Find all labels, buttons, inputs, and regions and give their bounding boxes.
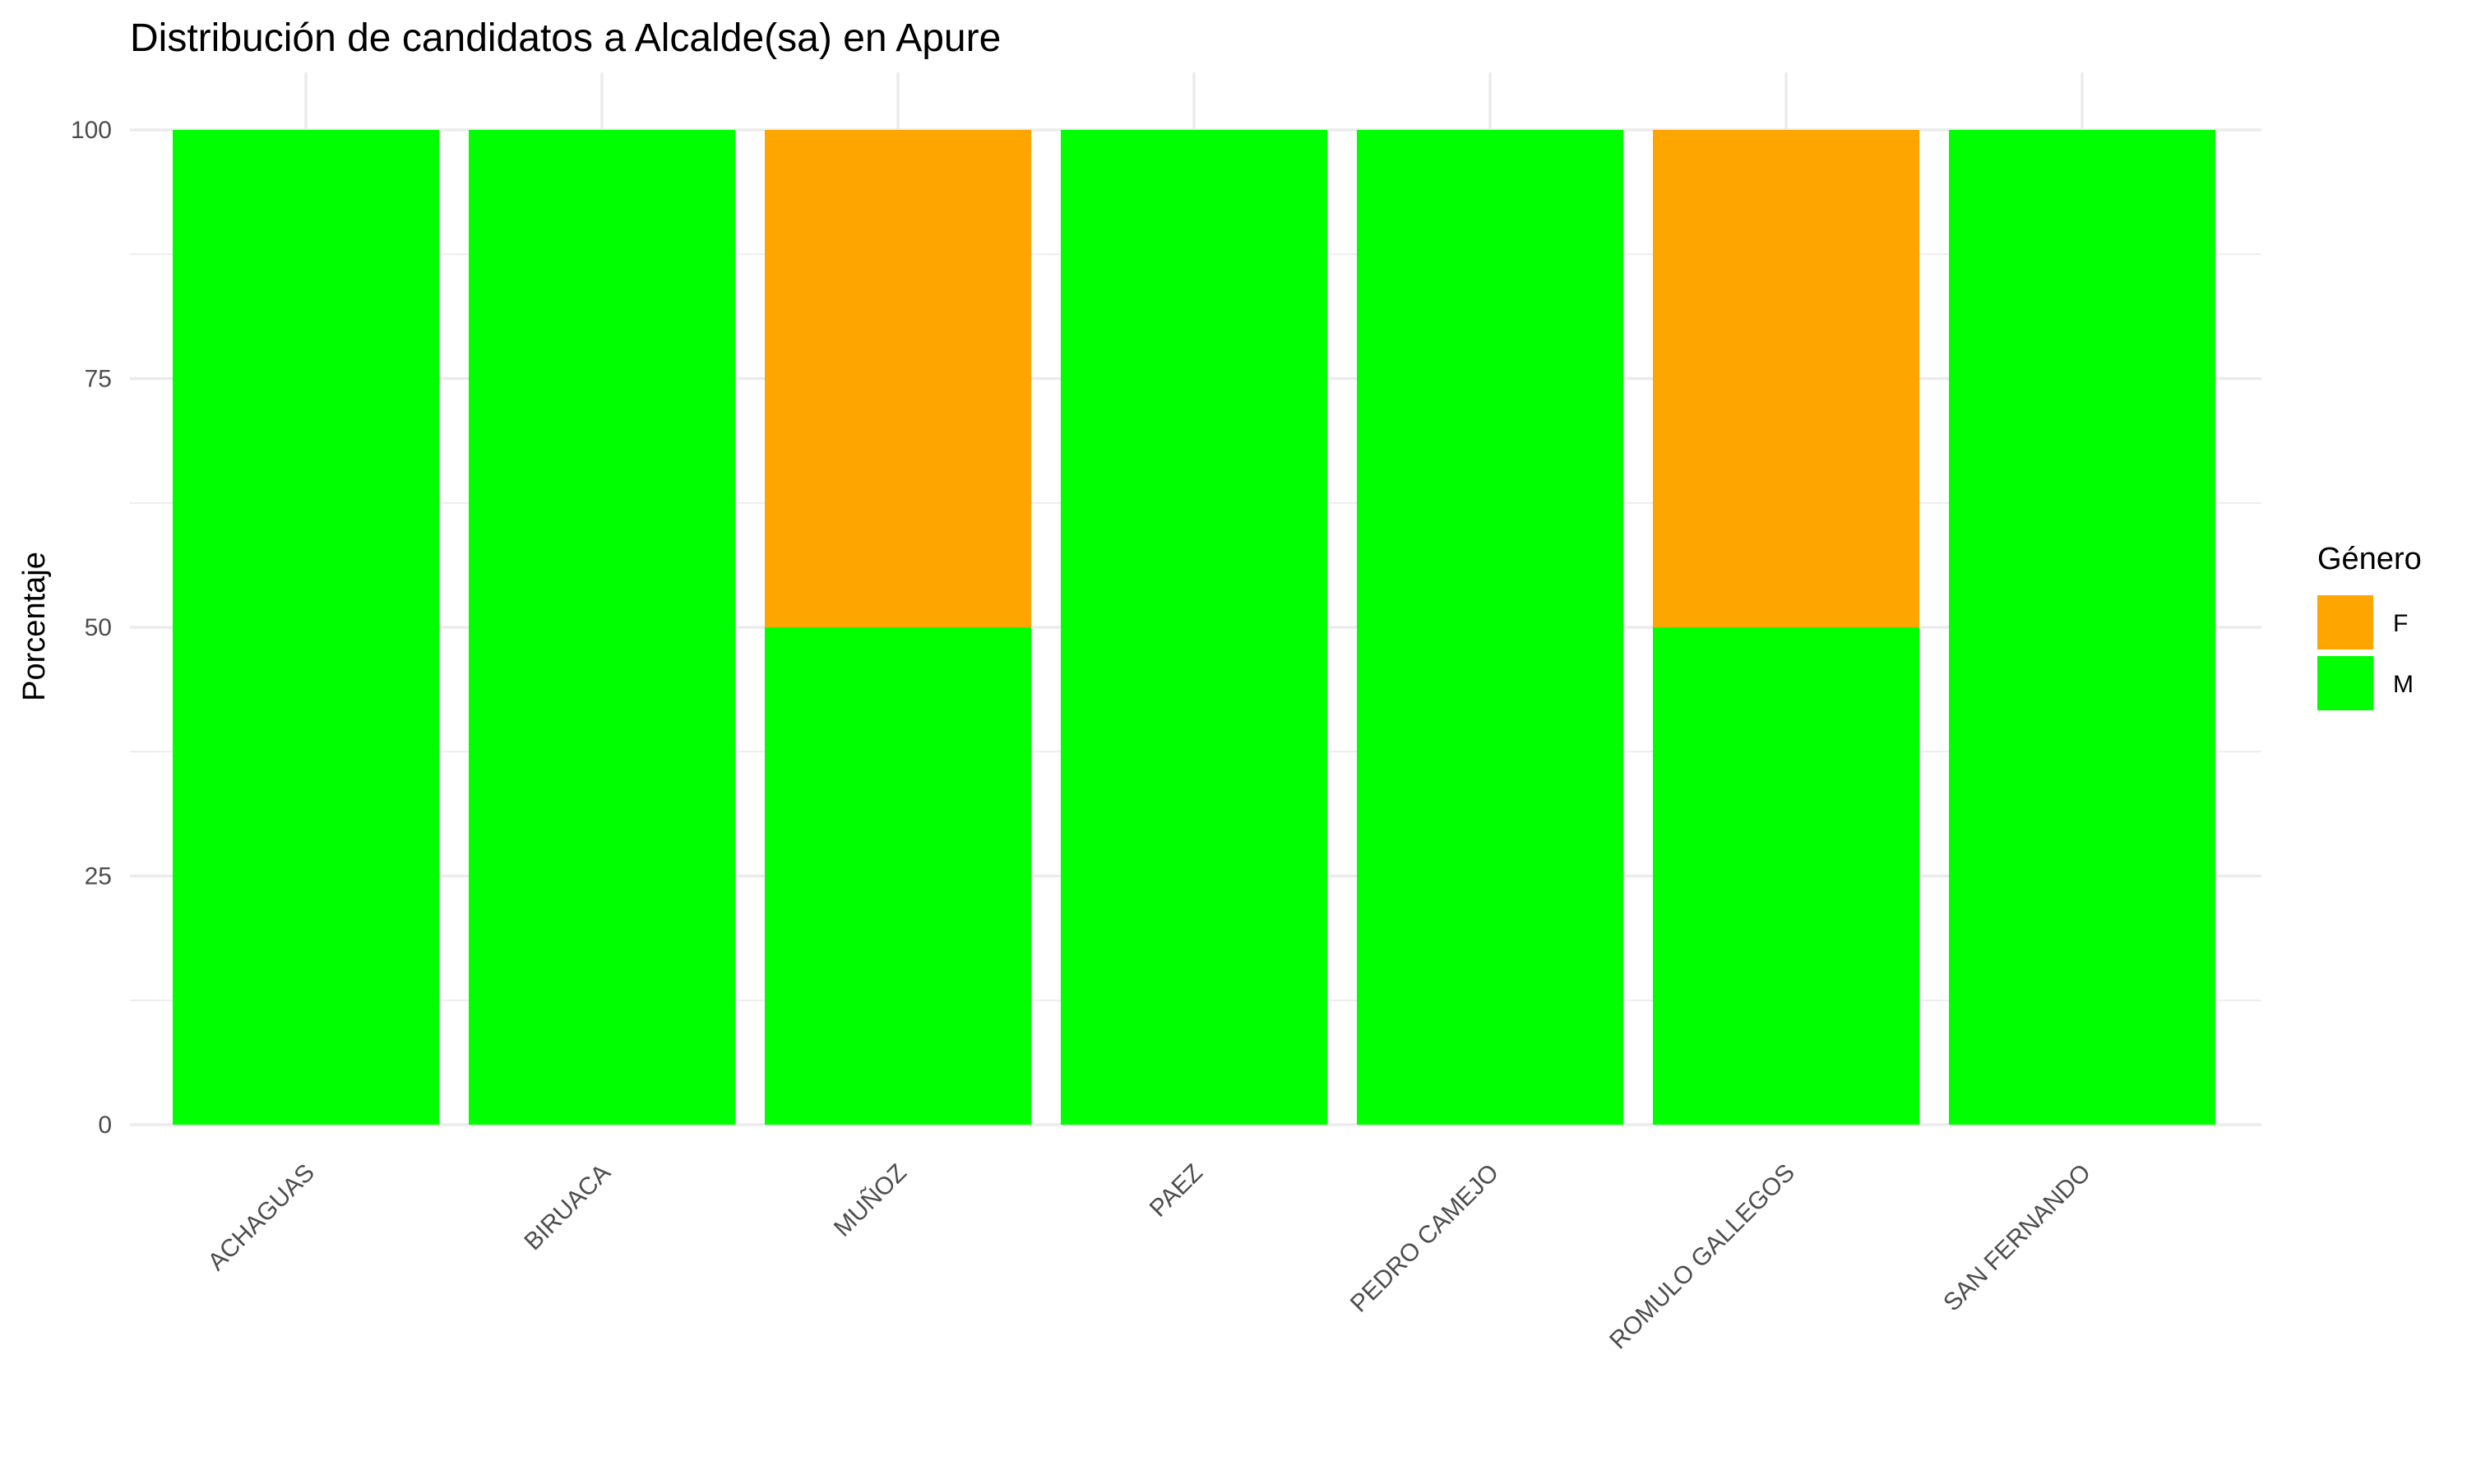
y-axis-ticks: 0 25 50 75 100 xyxy=(71,117,112,1139)
legend-key-f xyxy=(2317,595,2373,650)
chart-title: Distribución de candidatos a Alcalde(sa)… xyxy=(130,16,1001,60)
bar-romulo-gallegos-m xyxy=(1653,627,1919,1125)
x-tick-label-paez: PAEZ xyxy=(1145,1159,1208,1223)
legend-label-f: F xyxy=(2393,610,2408,637)
x-tick-label-biruaca: BIRUACA xyxy=(519,1159,616,1256)
legend-title: Género xyxy=(2317,542,2422,576)
x-axis-ticks: ACHAGUAS BIRUACA MUÑOZ PAEZ PEDRO CAMEJO ROMU… xyxy=(203,1158,2096,1355)
y-axis-title: Porcentaje xyxy=(17,552,52,701)
legend: Género F M xyxy=(2317,542,2422,710)
y-tick-label: 50 xyxy=(85,614,112,641)
x-tick-label-romulo-gallegos: ROMULO GALLEGOS xyxy=(1604,1159,1800,1355)
bar-biruaca-m xyxy=(469,130,735,1125)
bar-munoz-f xyxy=(765,130,1031,627)
bar-romulo-gallegos-f xyxy=(1653,130,1919,627)
y-tick-label: 0 xyxy=(98,1112,112,1139)
x-tick-label-achaguas: ACHAGUAS xyxy=(203,1159,320,1276)
bar-san-fernando-m xyxy=(1949,130,2215,1125)
bar-pedro-camejo-m xyxy=(1357,130,1623,1125)
bar-achaguas-m xyxy=(173,130,439,1125)
bar-paez-m xyxy=(1061,130,1327,1125)
bar-munoz-m xyxy=(765,627,1031,1125)
legend-label-m: M xyxy=(2393,671,2414,698)
x-tick-label-munoz: MUÑOZ xyxy=(828,1158,912,1242)
y-tick-label: 25 xyxy=(85,863,112,890)
y-tick-label: 75 xyxy=(85,366,112,393)
y-tick-label: 100 xyxy=(71,117,112,144)
x-tick-label-san-fernando: SAN FERNANDO xyxy=(1938,1159,2096,1317)
bars xyxy=(173,130,2215,1125)
legend-key-m xyxy=(2317,656,2373,710)
x-tick-label-pedro-camejo: PEDRO CAMEJO xyxy=(1345,1159,1504,1318)
